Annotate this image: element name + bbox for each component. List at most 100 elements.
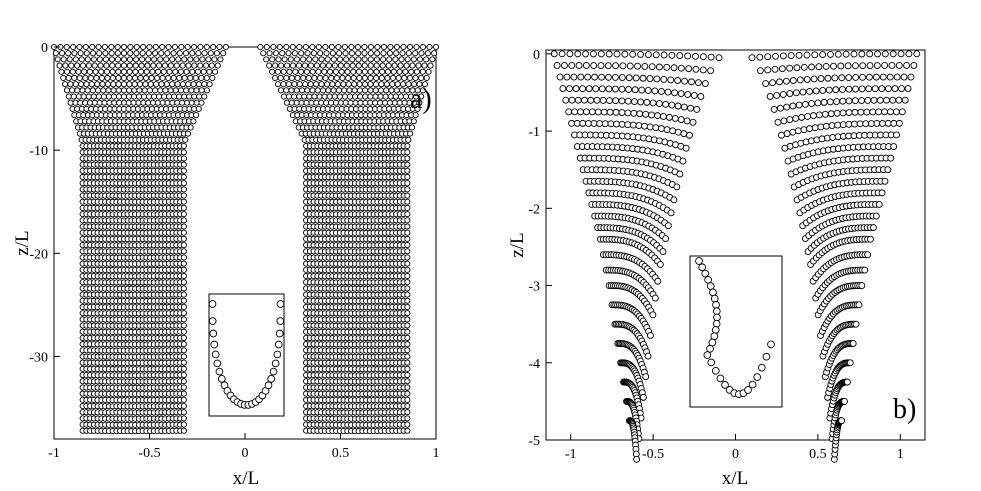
panel-a-point (77, 50, 84, 57)
panel-a-point (178, 43, 185, 51)
panel-a-point (401, 74, 408, 82)
panel-a-point (133, 50, 140, 57)
panel-b-point (845, 120, 853, 128)
panel-a-point (385, 62, 392, 69)
panel-a-point (400, 43, 407, 51)
panel-b-point (827, 50, 834, 58)
panel-a-point (406, 43, 414, 51)
panel-b-point (644, 87, 652, 94)
panel-a-point (79, 87, 86, 94)
panel-b-point (667, 209, 675, 217)
panel-b-point (701, 80, 709, 88)
panel-a-point (120, 56, 128, 63)
panel-b-point (631, 86, 639, 94)
panel-a-point (329, 50, 336, 57)
panel-a-point (330, 56, 337, 63)
panel-b-point (792, 89, 800, 97)
panel-a-point (327, 68, 334, 75)
panel-a-x-tick-label: 1 (433, 446, 440, 461)
panel-b-point (572, 85, 580, 93)
panel-b-point (575, 62, 583, 69)
panel-a-point (406, 74, 413, 82)
panel-a-inset-point (210, 340, 219, 349)
panel-a-point (145, 93, 153, 100)
panel-a-point (398, 87, 406, 94)
panel-a-point (222, 43, 229, 51)
panel-a-point (144, 62, 151, 69)
panel-a-point (372, 93, 379, 100)
panel-b-point (619, 62, 627, 70)
panel-a-point (180, 186, 187, 193)
panel-b-point (598, 85, 606, 93)
panel-b-point (858, 282, 866, 289)
panel-a-point (390, 68, 397, 75)
panel-a-point (404, 149, 411, 156)
panel-b-point (662, 235, 670, 243)
panel-a-point (84, 56, 91, 63)
panel-b-point (677, 116, 685, 124)
panel-a-point (150, 93, 158, 100)
panel-b-point (684, 52, 692, 60)
panel-b-point (844, 62, 852, 70)
panel-b-point (795, 51, 803, 59)
panel-a-point (180, 161, 187, 168)
panel-a-point (337, 62, 344, 69)
panel-a-x-axis-title: x/L (233, 468, 259, 489)
panel-b-point (910, 61, 918, 69)
panel-b-point (814, 99, 822, 107)
panel-b-y-tick-label: -5 (528, 434, 540, 449)
panel-b-point (895, 61, 903, 69)
panel-b-point (803, 75, 811, 83)
panel-b-point (881, 177, 889, 185)
panel-a-point (323, 81, 331, 88)
panel-b-point (898, 85, 905, 93)
panel-a-point (389, 74, 397, 82)
panel-a-point (260, 50, 267, 57)
panel-a-point (157, 87, 164, 94)
panel-b-point (656, 261, 664, 268)
panel-a-y-tick-label: 0 (41, 41, 48, 56)
panel-a-point (421, 81, 428, 88)
panel-a-point (319, 62, 326, 69)
panel-b-point (884, 166, 892, 174)
panel-a-point (404, 328, 411, 335)
panel-b-point (783, 103, 791, 111)
panel-a-point (210, 43, 217, 51)
panel-a-point (120, 43, 128, 51)
panel-b-point (817, 75, 825, 83)
panel-a-point (410, 56, 417, 63)
panel-a-point (101, 43, 108, 51)
panel-b-point (590, 50, 597, 58)
panel-a-point (126, 81, 133, 88)
panel-b-point (642, 110, 650, 118)
panel-a-point (187, 74, 194, 82)
panel-a-point (68, 62, 75, 69)
panel-b-point (869, 108, 877, 116)
panel-a-point (404, 155, 411, 162)
panel-b-point (804, 112, 812, 120)
panel-b-point (789, 102, 797, 110)
panel-a-point (298, 68, 305, 75)
panel-b-point (792, 114, 800, 122)
panel-b-point (867, 235, 874, 243)
panel-a-point (373, 62, 380, 69)
panel-a-point (362, 93, 369, 100)
panel-b-point (694, 79, 702, 87)
panel-a-point (418, 74, 425, 81)
panel-b-point (680, 130, 688, 138)
panel-a-point (377, 99, 384, 106)
panel-a-point (342, 99, 349, 106)
panel-a-point (367, 74, 374, 82)
panel-b-x-ticks: -1 -0.5 0 0.5 1 (565, 434, 904, 462)
panel-b-point (822, 122, 830, 130)
panel-a-point (404, 378, 411, 385)
panel-a-point (326, 93, 333, 100)
panel-b-point (780, 117, 788, 125)
panel-a-point (423, 56, 430, 63)
panel-a-point (303, 99, 310, 106)
panel-b-inset-point (701, 269, 710, 278)
panel-a-point (205, 56, 212, 63)
panel-a-point (173, 62, 180, 69)
panel-a-point (263, 56, 270, 63)
panel-b-point (550, 50, 558, 58)
